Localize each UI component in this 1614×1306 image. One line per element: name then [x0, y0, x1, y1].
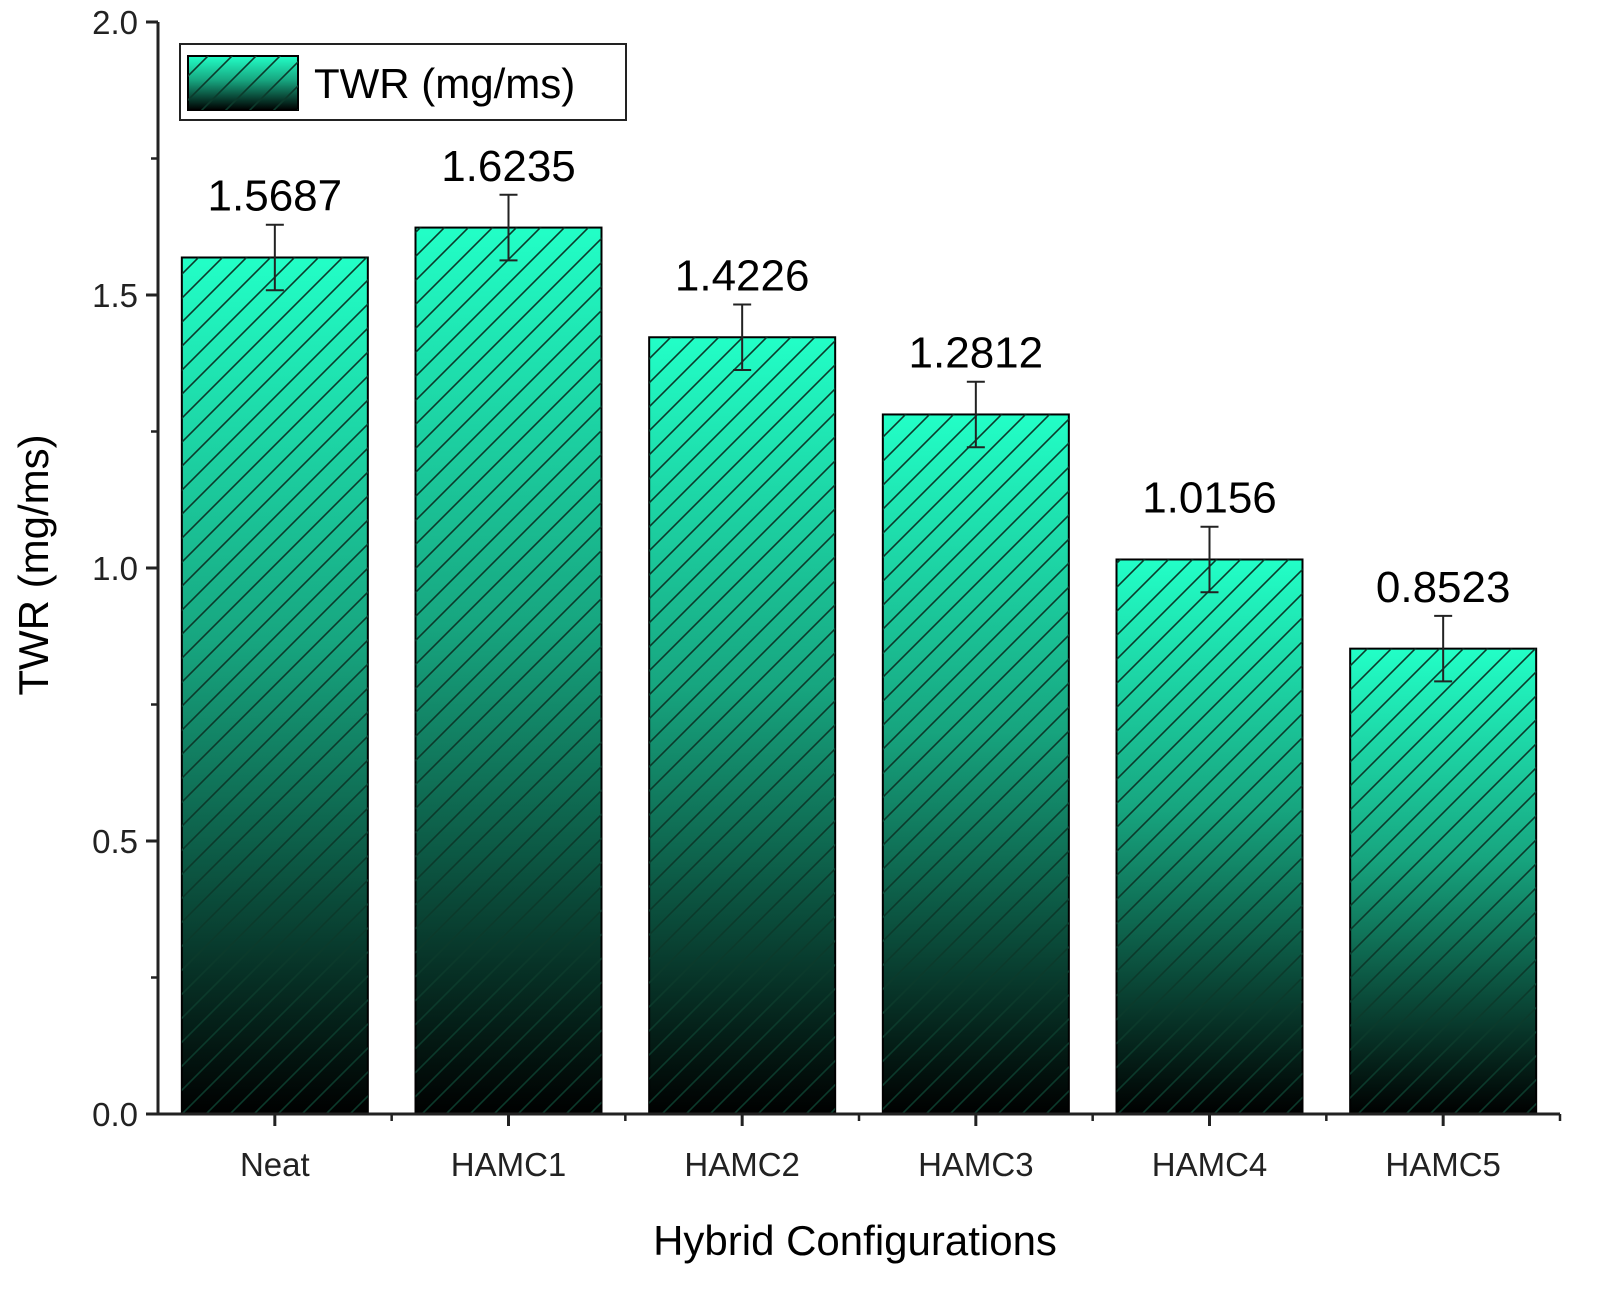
- y-tick-label: 0.0: [92, 1096, 138, 1133]
- data-label: 1.2812: [909, 329, 1044, 378]
- x-tick-label: HAMC1: [451, 1146, 567, 1183]
- legend: TWR (mg/ms): [179, 43, 627, 121]
- bar-hatch: [1350, 648, 1537, 1114]
- x-tick-label: HAMC4: [1152, 1146, 1268, 1183]
- error-bars-layer: [265, 193, 1453, 683]
- x-tick-label: HAMC2: [684, 1146, 800, 1183]
- data-labels-layer: 1.5687 1.6235 1.4226 1.2812 1.0156 0.8523: [208, 142, 1511, 612]
- y-axis-title: TWR (mg/ms): [10, 434, 57, 695]
- legend-swatch-hatch: [188, 56, 298, 110]
- y-ticks: 0.0 0.5 1.0 1.5 2.0: [92, 4, 158, 1133]
- legend-label: TWR (mg/ms): [314, 60, 575, 107]
- x-tick-label: Neat: [240, 1146, 310, 1183]
- bar-hatch: [1116, 559, 1303, 1114]
- bar-hatch: [649, 337, 836, 1115]
- x-tick-label: HAMC5: [1385, 1146, 1501, 1183]
- data-label: 1.4226: [675, 252, 810, 301]
- bar-hatch: [415, 227, 602, 1115]
- data-label: 1.6235: [441, 142, 576, 191]
- y-tick-label: 1.5: [92, 277, 138, 314]
- data-label: 0.8523: [1376, 563, 1511, 612]
- x-ticks: Neat HAMC1 HAMC2 HAMC3 HAMC4 HAMC5: [240, 1114, 1562, 1183]
- x-axis-title: Hybrid Configurations: [653, 1217, 1057, 1264]
- y-tick-label: 1.0: [92, 550, 138, 587]
- y-tick-label: 0.5: [92, 823, 138, 860]
- bar-hatch: [882, 414, 1069, 1114]
- bars-layer: [180, 226, 1538, 1116]
- bar-hatch: [181, 257, 368, 1114]
- y-tick-label: 2.0: [92, 4, 138, 41]
- x-tick-label: HAMC3: [918, 1146, 1034, 1183]
- data-label: 1.5687: [208, 172, 343, 221]
- data-label: 1.0156: [1142, 474, 1277, 523]
